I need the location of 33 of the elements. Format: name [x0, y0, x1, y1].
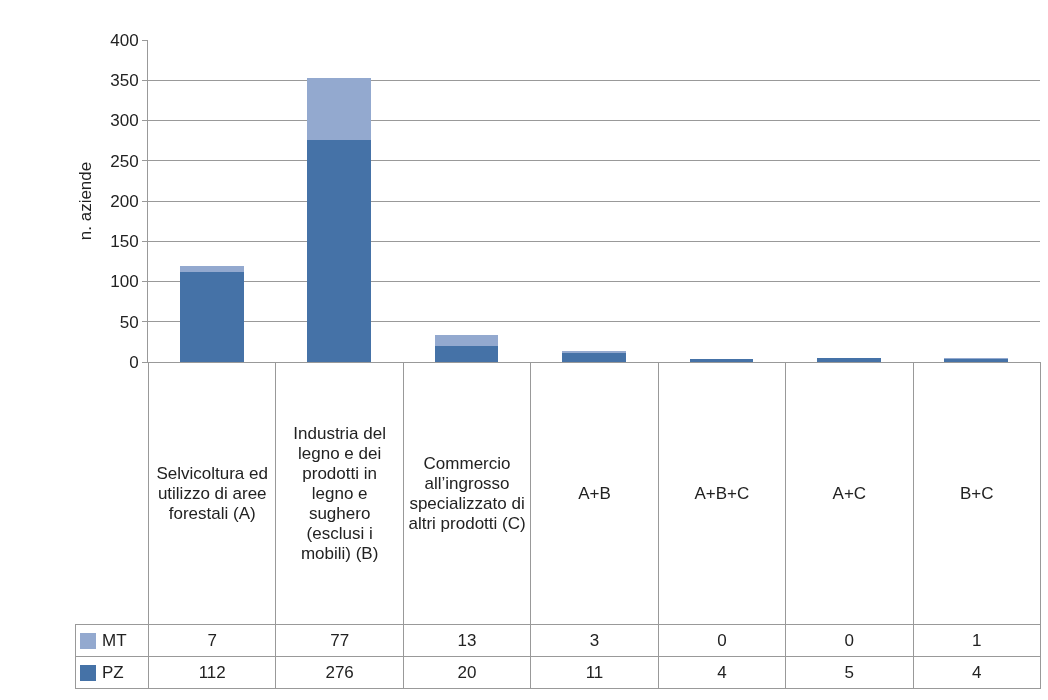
legend-label: MT [75, 624, 149, 657]
data-label: 1 [913, 624, 1041, 657]
data-label: 4 [913, 656, 1041, 689]
y-tick-label: 350 [110, 71, 139, 91]
legend-label: PZ [75, 656, 149, 689]
x-tick-label: Commercio all’ingrosso specializzato di altri prodotti (C) [403, 362, 531, 625]
y-tick-label: 0 [129, 352, 139, 372]
y-tick-label: 400 [110, 30, 139, 50]
data-label: 13 [403, 624, 531, 657]
y-tick-label: 100 [110, 272, 139, 292]
y-axis-title: n. aziende [75, 161, 95, 241]
data-label: 112 [148, 656, 276, 689]
x-tick-label: A+B+C [658, 362, 786, 625]
data-label: 7 [148, 624, 276, 657]
data-label: 77 [275, 624, 404, 657]
data-label: 4 [658, 656, 786, 689]
y-tick-label: 150 [110, 232, 139, 252]
data-label: 20 [403, 656, 531, 689]
y-tick-label: 200 [110, 191, 139, 211]
data-label: 0 [658, 624, 786, 657]
x-tick-label: A+C [785, 362, 914, 625]
data-label: 3 [530, 624, 659, 657]
x-tick-label: Industria del legno e dei prodotti in legno e sughero (esclusi i mobili) (B) [275, 362, 404, 625]
data-label: 11 [530, 656, 659, 689]
x-tick-label: B+C [913, 362, 1041, 625]
x-tick-label: Selvicoltura ed utilizzo di aree forestali (A) [148, 362, 276, 625]
data-label: 0 [785, 624, 914, 657]
x-tick-label: A+B [530, 362, 659, 625]
y-tick-label: 50 [119, 312, 139, 332]
y-tick-label: 300 [110, 111, 139, 131]
data-label: 5 [785, 656, 914, 689]
data-label: 276 [275, 656, 404, 689]
y-tick-label: 250 [110, 151, 139, 171]
